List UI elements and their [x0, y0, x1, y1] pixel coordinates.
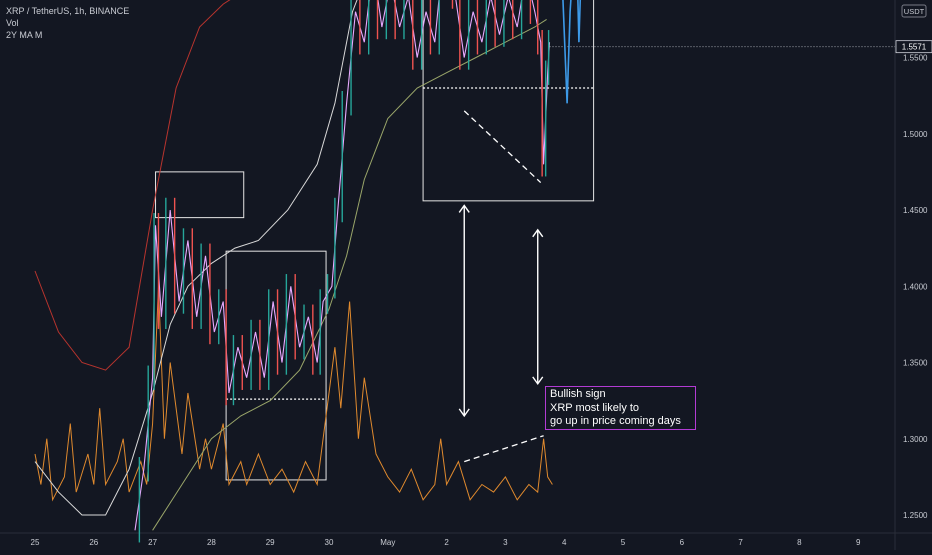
volume-line: [34, 286, 553, 502]
x-tick-label: 9: [856, 538, 861, 547]
current-price-badge: [895, 40, 932, 54]
arrow-head-up: [532, 228, 544, 238]
y-tick-label: 1.5000: [903, 130, 928, 139]
arrow-head-up: [458, 204, 470, 213]
currency-badge-label: USDT: [904, 7, 925, 16]
y-tick-label: 1.2500: [903, 511, 928, 520]
projection-path-blue: [562, 0, 582, 104]
currency-badge: [901, 4, 927, 18]
symbol-title: XRP / TetherUS, 1h, BINANCE: [6, 6, 130, 16]
x-tick-label: 4: [562, 538, 567, 547]
series-line: [152, 18, 547, 531]
annotation-box: Bullish sign XRP most likely to go up in…: [545, 386, 696, 430]
series-line: [134, 0, 551, 531]
annotation-line: Bullish sign: [550, 388, 606, 400]
x-tick-label: 28: [207, 538, 216, 547]
zone-box: [225, 250, 327, 481]
x-tick-label: 7: [738, 538, 743, 547]
x-tick-label: 3: [503, 538, 508, 547]
y-tick-label: 1.3500: [903, 359, 928, 368]
y-tick-label: 1.3000: [903, 435, 928, 444]
current-price-label: 1.5571: [902, 43, 927, 52]
x-tick-label: 26: [89, 538, 98, 547]
dashed-trendline: [464, 435, 544, 463]
zone-box: [422, 0, 595, 202]
x-tick-label: 30: [325, 538, 334, 547]
x-tick-label: 25: [31, 538, 40, 547]
volume-indicator-label: Vol: [6, 18, 19, 28]
y-tick-label: 1.5500: [903, 54, 928, 63]
x-tick-label: 6: [680, 538, 685, 547]
x-tick-label: 27: [148, 538, 157, 547]
x-tick-label: 5: [621, 538, 626, 547]
annotation-line: go up in price coming days: [550, 415, 681, 427]
x-tick-label: 8: [797, 538, 802, 547]
series-line: [34, 0, 358, 516]
arrow-head-down: [458, 408, 470, 418]
moving-average-label: 2Y MA M: [6, 30, 43, 40]
annotation-line: XRP most likely to: [550, 401, 640, 414]
y-tick-label: 1.4500: [903, 206, 928, 215]
series-line: [34, 0, 231, 371]
x-tick-label: May: [380, 538, 395, 547]
x-tick-label: 29: [266, 538, 275, 547]
zone-box: [155, 171, 245, 219]
y-tick-label: 1.4000: [903, 282, 928, 291]
dashed-trendline: [463, 110, 542, 184]
x-tick-label: 2: [444, 538, 449, 547]
arrow-head-down: [532, 376, 544, 386]
